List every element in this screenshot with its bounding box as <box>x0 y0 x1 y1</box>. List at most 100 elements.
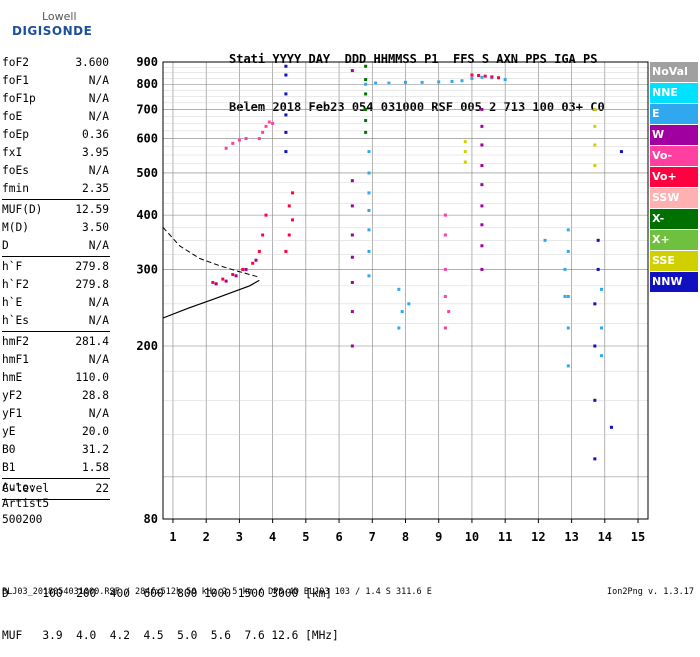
echo-point <box>284 64 288 68</box>
param-value: N/A <box>88 92 109 105</box>
echo-point <box>264 124 268 128</box>
x-tick-label: 3 <box>236 530 243 544</box>
echo-point <box>480 75 484 79</box>
param-value: 2.35 <box>82 182 109 195</box>
echo-point <box>490 75 494 79</box>
echo-point <box>503 78 507 82</box>
param-row-fxi: fxI 3.95 <box>2 144 109 162</box>
legend-item-x-: X+ <box>650 230 698 250</box>
echo-point <box>350 255 354 259</box>
echo-point <box>237 138 241 142</box>
echo-point <box>404 80 407 84</box>
param-name: foEs <box>2 164 29 177</box>
echo-point <box>257 249 261 253</box>
echo-point <box>254 258 258 262</box>
x-tick-label: 2 <box>203 530 210 544</box>
echo-point <box>599 326 603 330</box>
param-value: 3.50 <box>82 221 109 234</box>
echo-point <box>241 267 245 271</box>
legend-item-nnw: NNW <box>650 272 698 292</box>
param-name: MUF(D) <box>2 203 43 216</box>
echo-point <box>480 183 484 187</box>
param-value: N/A <box>88 407 109 420</box>
echo-point <box>224 146 228 150</box>
echo-point <box>609 425 613 429</box>
legend-item-x-: X- <box>650 209 698 229</box>
param-row-he: h`E N/A <box>2 294 109 312</box>
echo-point <box>364 92 368 96</box>
param-separator <box>2 331 110 332</box>
echo-point <box>251 261 255 265</box>
echo-point <box>443 233 447 237</box>
param-value: 3.600 <box>75 56 109 69</box>
x-tick-label: 11 <box>498 530 512 544</box>
software-version: Ion2Png v. 1.3.17 <box>607 587 694 597</box>
echo-point <box>397 326 401 330</box>
param-row-clevel: C-level 22 <box>2 480 109 498</box>
y-tick-label: 900 <box>136 55 158 69</box>
distance-row: D 100 200 400 600 800 1000 1500 3000 [km… <box>2 587 333 600</box>
param-row-mufd: MUF(D) 12.59 <box>2 201 109 219</box>
param-value: N/A <box>88 164 109 177</box>
echo-point <box>480 267 484 271</box>
param-value: 22 <box>95 482 109 495</box>
echo-point <box>480 107 484 111</box>
echo-point <box>593 107 597 111</box>
echo-point <box>593 302 597 306</box>
param-row-fof1p: foF1p N/A <box>2 90 109 108</box>
echo-point <box>367 208 371 212</box>
param-name: fmin <box>2 182 29 195</box>
param-value: N/A <box>88 74 109 87</box>
echo-point <box>483 74 487 78</box>
echo-point <box>463 150 467 154</box>
param-row-foe: foE N/A <box>2 108 109 126</box>
echo-point <box>443 213 447 217</box>
echo-point <box>367 150 371 154</box>
echo-point <box>593 344 597 348</box>
echo-point <box>387 81 391 85</box>
direction-legend: NoVal NNE E W Vo- Vo+ SSW X- X+ SSE NNW <box>650 62 698 293</box>
echo-point <box>350 280 354 284</box>
echo-point <box>420 80 424 84</box>
param-row-hmf1: hmF1 N/A <box>2 351 109 369</box>
param-row-hmf2: hmF2 281.4 <box>2 333 109 351</box>
echo-point <box>407 302 411 306</box>
echo-point <box>450 79 454 83</box>
param-row-d: D N/A <box>2 237 109 255</box>
echo-point <box>261 233 265 237</box>
echo-point <box>267 120 271 124</box>
y-tick-label: 700 <box>136 102 158 116</box>
echo-point <box>287 204 291 208</box>
echo-point <box>367 191 371 195</box>
param-value: 20.0 <box>82 425 109 438</box>
param-row-fmin: fmin 2.35 <box>2 180 109 198</box>
echo-point <box>400 310 404 314</box>
param-value: N/A <box>88 110 109 123</box>
file-info-footer: BLJ03_2018054031000.RSF / 284fx512h 50 k… <box>2 587 432 597</box>
echo-point <box>619 150 623 154</box>
param-row-foep: foEp 0.36 <box>2 126 109 144</box>
param-value: N/A <box>88 296 109 309</box>
legend-item-sse: SSE <box>650 251 698 271</box>
param-row-foes: foEs N/A <box>2 162 109 180</box>
echo-point <box>437 80 441 84</box>
logo-digisonde-text: DIGISONDE <box>12 24 93 38</box>
x-tick-label: 14 <box>598 530 612 544</box>
y-tick-label: 80 <box>144 512 158 526</box>
param-name: yE <box>2 425 16 438</box>
auto-code: 500200 <box>2 513 43 526</box>
echo-point <box>261 130 265 134</box>
echo-point <box>284 92 288 96</box>
echo-point <box>374 81 378 85</box>
param-name: fxI <box>2 146 23 159</box>
param-name: h`F <box>2 260 23 273</box>
echo-point <box>497 76 501 80</box>
echo-point <box>264 213 268 217</box>
param-row-hf: h`F 279.8 <box>2 258 109 276</box>
x-tick-label: 12 <box>531 530 545 544</box>
echo-point <box>443 326 447 330</box>
legend-item-ssw: SSW <box>650 188 698 208</box>
autoscaling-info: Auto: Artist5 500200 <box>2 480 49 528</box>
echo-point <box>397 287 401 291</box>
echo-point <box>284 249 288 253</box>
